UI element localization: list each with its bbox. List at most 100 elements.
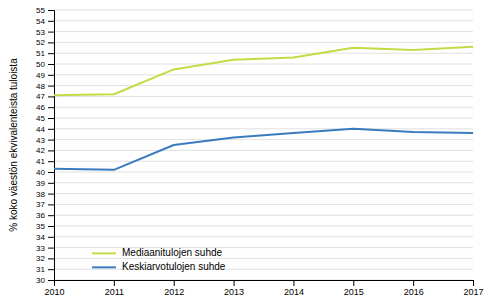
tick: 2015 [344, 280, 364, 297]
tick-label: 33 [36, 244, 45, 253]
tick: 2011 [105, 280, 124, 297]
tick-mark [48, 86, 54, 87]
tick-label: 42 [36, 146, 45, 155]
axis-line [55, 281, 474, 287]
tick-label: 53 [36, 28, 45, 37]
legend-item: Keskiarvotulojen suhde [92, 261, 226, 272]
tick: 2012 [164, 280, 184, 297]
tick-mark [48, 194, 54, 195]
tick-label: 48 [36, 82, 45, 91]
grid-line [54, 193, 473, 194]
grid-line [54, 215, 473, 216]
tick-mark [48, 204, 54, 205]
tick: 2017 [463, 280, 483, 297]
x-axis: 20102011201220132014201520162017 [44, 280, 483, 297]
tick: 38 [36, 190, 54, 199]
tick-label: 47 [36, 92, 45, 101]
tick-label: 2012 [164, 287, 184, 297]
tick-label: 39 [36, 179, 45, 188]
tick-label: 54 [36, 17, 45, 26]
tick-mark [48, 161, 54, 162]
tick-label: 40 [36, 168, 45, 177]
legend-label: Mediaanitulojen suhde [122, 247, 223, 258]
tick-label: 49 [36, 71, 45, 80]
grid-line [54, 96, 473, 97]
plot-area: 3031323334353637383940414243444546474849… [36, 6, 483, 297]
tick-mark [114, 280, 115, 286]
tick-label: 43 [36, 136, 45, 145]
tick-mark [48, 10, 54, 11]
chart: 3031323334353637383940414243444546474849… [0, 0, 491, 302]
tick-mark [48, 42, 54, 43]
tick-mark [48, 32, 54, 33]
grid-line [54, 226, 473, 227]
tick-mark [48, 107, 54, 108]
tick-mark [234, 280, 235, 286]
legend-swatch [92, 266, 116, 268]
tick-mark [48, 248, 54, 249]
marks [54, 47, 473, 170]
tick-label: 38 [36, 190, 45, 199]
grid-line [54, 161, 473, 162]
legend: Mediaanitulojen suhde Keskiarvotulojen su… [92, 247, 226, 272]
tick-mark [48, 183, 54, 184]
grid-line [54, 128, 473, 129]
grid-line [54, 118, 473, 119]
tick: 37 [36, 200, 54, 209]
grid-line [54, 236, 473, 237]
grid-line [54, 74, 473, 75]
tick-label: 51 [36, 49, 45, 58]
tick: 35 [36, 222, 54, 231]
tick: 36 [36, 211, 54, 220]
tick-mark [48, 53, 54, 54]
grid-line [54, 20, 473, 21]
y-axis-label: % koko väestön ekvivalenteista tuloista [8, 58, 19, 232]
tick: 42 [36, 146, 54, 155]
tick-label: 34 [36, 233, 45, 242]
tick-mark [48, 118, 54, 119]
tick-mark [48, 226, 54, 227]
tick: 49 [36, 71, 54, 80]
tick-label: 2013 [224, 287, 244, 297]
tick-mark [48, 280, 54, 281]
legend-item: Mediaanitulojen suhde [92, 247, 223, 258]
tick-label: 37 [36, 200, 45, 209]
tick-mark [48, 21, 54, 22]
grid-line [54, 204, 473, 205]
tick-label: 55 [36, 6, 45, 15]
tick: 34 [36, 233, 54, 242]
tick: 30 [36, 276, 54, 285]
grid-line [54, 53, 473, 54]
tick-mark [48, 258, 54, 259]
legend-label: Keskiarvotulojen suhde [122, 261, 226, 272]
tick-label: 30 [36, 276, 45, 285]
tick-mark [48, 129, 54, 130]
tick-mark [473, 280, 474, 286]
tick-label: 50 [36, 60, 45, 69]
tick-mark [54, 280, 55, 286]
tick-mark [174, 280, 175, 286]
tick-label: 2017 [463, 287, 483, 297]
tick: 48 [36, 82, 54, 91]
axis-line [48, 11, 55, 281]
grid-line [54, 42, 473, 43]
tick: 47 [36, 92, 54, 101]
tick-mark [48, 140, 54, 141]
tick-mark [353, 280, 354, 286]
tick: 31 [36, 265, 54, 274]
legend-swatch [92, 252, 116, 254]
tick-label: 36 [36, 211, 45, 220]
y-axis: 3031323334353637383940414243444546474849… [36, 6, 54, 285]
tick-mark [413, 280, 414, 286]
grid-line [54, 258, 473, 259]
grid-line [54, 64, 473, 65]
tick-label: 45 [36, 114, 45, 123]
tick-label: 44 [36, 125, 45, 134]
tick-label: 32 [36, 254, 45, 263]
tick-mark [48, 64, 54, 65]
tick-mark [293, 280, 294, 286]
tick: 2016 [404, 280, 424, 297]
tick: 45 [36, 114, 54, 123]
tick: 2014 [284, 280, 304, 297]
tick: 51 [36, 49, 54, 58]
